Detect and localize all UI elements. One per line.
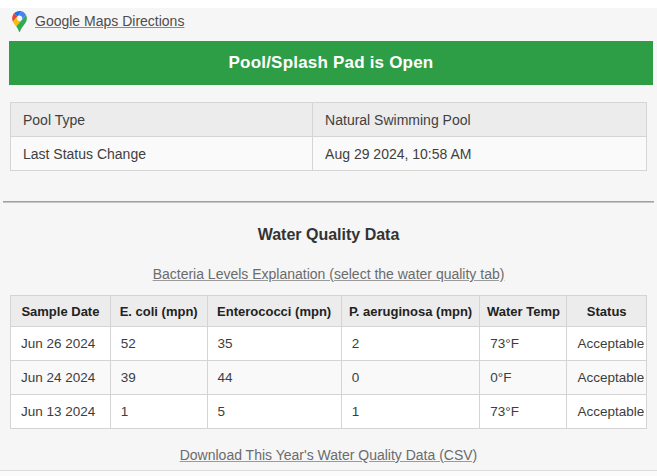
table-row: Jun 13 2024 1 5 1 73°F Acceptable: [11, 395, 647, 429]
bacteria-explanation-row: Bacteria Levels Explanation (select the …: [0, 266, 657, 282]
table-row: Last Status Change Aug 29 2024, 10:58 AM: [11, 137, 647, 171]
google-maps-directions-link[interactable]: Google Maps Directions: [35, 13, 184, 29]
pool-type-label: Pool Type: [11, 103, 313, 137]
col-header-sample-date: Sample Date: [11, 296, 111, 327]
cell-ecoli: 1: [110, 395, 207, 429]
table-header-row: Sample Date E. coli (mpn) Enterococci (m…: [11, 296, 647, 327]
cell-sample-date: Jun 24 2024: [11, 361, 111, 395]
table-row: Jun 26 2024 52 35 2 73°F Acceptable: [11, 327, 647, 361]
pool-status-banner: Pool/Splash Pad is Open: [9, 41, 653, 85]
col-header-status: Status: [567, 296, 647, 327]
download-csv-link[interactable]: Download This Year's Water Quality Data …: [180, 447, 478, 463]
cell-water-temp: 73°F: [480, 395, 567, 429]
col-header-water-temp: Water Temp: [480, 296, 567, 327]
maps-directions-row: Google Maps Directions: [0, 0, 657, 31]
cell-status: Acceptable: [567, 395, 647, 429]
table-row: Pool Type Natural Swimming Pool: [11, 103, 647, 137]
table-row: Jun 24 2024 39 44 0 0°F Acceptable: [11, 361, 647, 395]
pool-type-value: Natural Swimming Pool: [313, 103, 647, 137]
cell-water-temp: 73°F: [480, 327, 567, 361]
last-status-change-label: Last Status Change: [11, 137, 313, 171]
cell-enterococci: 5: [207, 395, 341, 429]
cell-water-temp: 0°F: [480, 361, 567, 395]
cell-aeruginosa: 1: [341, 395, 480, 429]
cell-ecoli: 52: [110, 327, 207, 361]
cell-sample-date: Jun 26 2024: [11, 327, 111, 361]
cell-enterococci: 35: [207, 327, 341, 361]
cell-sample-date: Jun 13 2024: [11, 395, 111, 429]
last-status-change-value: Aug 29 2024, 10:58 AM: [313, 137, 647, 171]
pool-info-table: Pool Type Natural Swimming Pool Last Sta…: [10, 102, 647, 171]
section-divider: [3, 201, 654, 203]
pool-status-text: Pool/Splash Pad is Open: [229, 53, 434, 73]
col-header-aeruginosa: P. aeruginosa (mpn): [341, 296, 480, 327]
download-row: Download This Year's Water Quality Data …: [0, 447, 657, 463]
cell-enterococci: 44: [207, 361, 341, 395]
bottom-divider: [0, 470, 657, 476]
cell-status: Acceptable: [567, 327, 647, 361]
water-quality-title: Water Quality Data: [0, 226, 657, 244]
cell-status: Acceptable: [567, 361, 647, 395]
bacteria-levels-explanation-link[interactable]: Bacteria Levels Explanation (select the …: [153, 266, 505, 282]
cell-aeruginosa: 0: [341, 361, 480, 395]
water-quality-table: Sample Date E. coli (mpn) Enterococci (m…: [10, 295, 647, 429]
cell-ecoli: 39: [110, 361, 207, 395]
col-header-enterococci: Enterococci (mpn): [207, 296, 341, 327]
google-maps-pin-icon: [12, 11, 27, 32]
cell-aeruginosa: 2: [341, 327, 480, 361]
col-header-ecoli: E. coli (mpn): [110, 296, 207, 327]
